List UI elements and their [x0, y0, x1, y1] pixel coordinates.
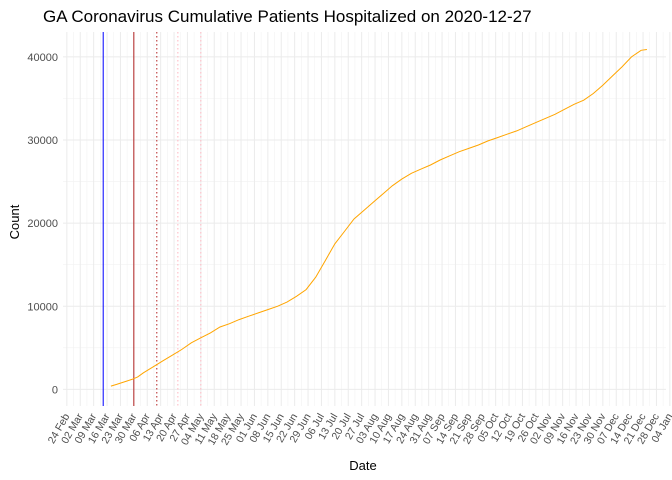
- series-layer: [110, 49, 647, 387]
- y-tick-label: 0: [52, 384, 58, 396]
- chart-title: GA Coronavirus Cumulative Patients Hospi…: [43, 7, 532, 26]
- plot-panel: [63, 32, 666, 406]
- y-tick-label: 40000: [27, 52, 58, 64]
- grid-major: [63, 32, 671, 406]
- y-tick-label: 10000: [27, 301, 58, 313]
- y-tick-label: 20000: [27, 218, 58, 230]
- y-tick-label: 30000: [27, 135, 58, 147]
- y-tick-labels: 0 10000 20000 30000 40000: [27, 52, 58, 396]
- grid-minor: [63, 32, 666, 406]
- reference-lines: [102, 32, 202, 406]
- series-line: [110, 49, 647, 387]
- x-axis-title: Date: [349, 458, 376, 473]
- y-axis-title: Count: [7, 204, 22, 239]
